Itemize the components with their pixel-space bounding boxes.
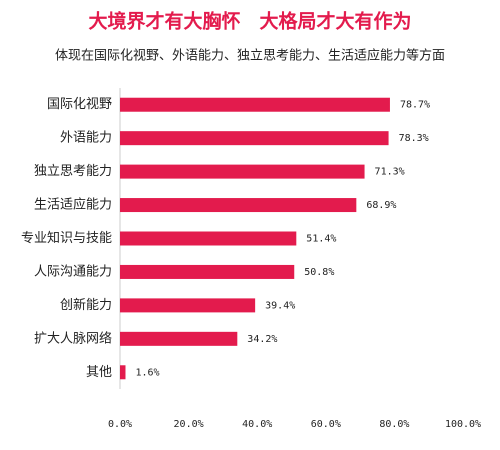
value-label: 71.3% <box>375 167 405 178</box>
bar <box>120 298 256 313</box>
chart-title: 大境界才有大胸怀 大格局才大有作为 <box>88 10 411 33</box>
bar <box>120 131 389 146</box>
bar <box>120 97 390 112</box>
y-tick-label: 生活适应能力 <box>34 197 112 213</box>
x-tick-label: 80.0% <box>379 419 409 430</box>
y-tick-label: 独立思考能力 <box>34 164 112 179</box>
bar <box>120 331 238 346</box>
value-label: 1.6% <box>135 367 159 378</box>
y-tick-label: 其他 <box>86 365 112 380</box>
y-tick-label: 人际沟通能力 <box>34 264 112 279</box>
bar <box>120 264 295 279</box>
y-tick-label: 国际化视野 <box>47 97 112 112</box>
x-tick-label: 60.0% <box>311 419 341 430</box>
x-tick-label: 100.0% <box>445 419 481 430</box>
value-label: 68.9% <box>366 200 396 211</box>
value-label: 78.7% <box>400 100 430 111</box>
x-tick-label: 0.0% <box>108 419 132 430</box>
value-label: 50.8% <box>304 267 334 278</box>
bar <box>120 231 297 246</box>
value-label: 39.4% <box>265 300 295 311</box>
y-tick-label: 创新能力 <box>60 297 112 313</box>
y-tick-label: 专业知识与技能 <box>21 230 112 246</box>
value-label: 51.4% <box>306 234 336 245</box>
bar <box>120 198 357 213</box>
x-tick-label: 20.0% <box>174 419 204 430</box>
value-label: 34.2% <box>247 334 277 345</box>
bar <box>120 164 365 179</box>
y-tick-label: 外语能力 <box>60 131 112 146</box>
bar <box>120 365 126 380</box>
y-tick-label: 扩大人脉网络 <box>34 330 112 346</box>
x-tick-label: 40.0% <box>242 419 272 430</box>
chart-subtitle: 体现在国际化视野、外语能力、独立思考能力、生活适应能力等方面 <box>55 48 445 64</box>
value-label: 78.3% <box>399 133 429 144</box>
